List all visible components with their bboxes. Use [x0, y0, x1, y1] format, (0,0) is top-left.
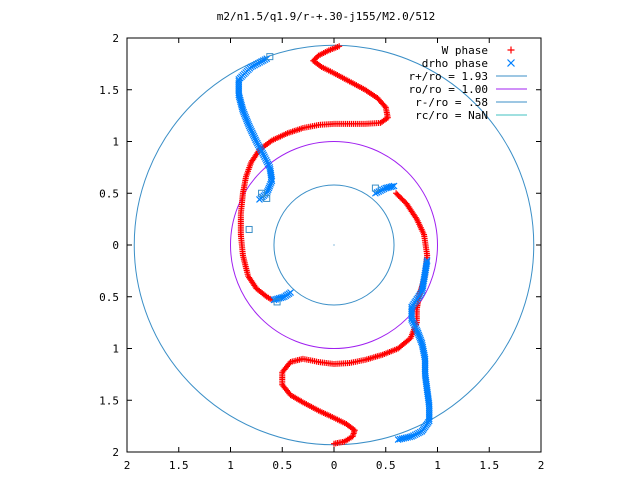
x-tick-label: 1.5: [169, 459, 189, 472]
data-point: [331, 440, 337, 447]
square-marker: [273, 298, 281, 306]
x-tick-label: 0.5: [272, 459, 292, 472]
data-point: [415, 429, 422, 437]
data-point: [262, 156, 270, 164]
x-tick-label: 2: [538, 459, 545, 472]
data-point: [410, 321, 418, 329]
y-tick-label: 1.5: [99, 84, 119, 97]
legend-swatch: [507, 59, 515, 67]
data-point: [261, 153, 268, 161]
x-tick-label: 0: [331, 459, 338, 472]
y-tick-label: 1: [112, 343, 119, 356]
data-point: [245, 120, 252, 128]
square-marker: [245, 225, 253, 233]
data-point: [248, 129, 256, 137]
chart-title: m2/n1.5/q1.9/r-+.30-j155/M2.0/512: [217, 10, 436, 23]
x-tick-label: 1: [227, 459, 234, 472]
data-point: [261, 155, 269, 162]
data-point: [266, 180, 274, 188]
data-point: [394, 436, 402, 444]
data-point: [381, 103, 388, 110]
axis-ticks: 2 1.5 1 0.5 0 0.5 1 1.5 221.510.500.511.52: [99, 32, 544, 472]
y-tick-label: 1: [112, 136, 119, 149]
square-marker: [371, 184, 379, 192]
data-point: [418, 427, 426, 435]
center-point: [333, 244, 335, 246]
legend-label: ro/ro = 1.00: [409, 83, 488, 96]
y-tick-label: 2: [112, 32, 119, 45]
data-point: [287, 289, 294, 297]
data-point: [411, 322, 419, 330]
data-point: [388, 182, 396, 190]
data-point: [264, 160, 272, 168]
data-series: [235, 43, 433, 447]
square-marker: [258, 189, 266, 197]
data-point: [416, 428, 424, 436]
data-point: [396, 435, 404, 443]
square-markers: [245, 53, 379, 306]
data-point: [411, 431, 419, 439]
data-point: [409, 432, 417, 440]
data-point: [247, 126, 255, 133]
y-tick-label: 0.5: [99, 187, 119, 200]
square-marker: [266, 53, 274, 61]
x-tick-label: 1: [434, 459, 441, 472]
data-point: [265, 162, 273, 170]
reference-circle-1: [230, 141, 438, 349]
data-point: [263, 158, 271, 166]
data-point: [413, 430, 421, 438]
series-1: [235, 55, 433, 444]
legend-label: r+/ro = 1.93: [409, 70, 488, 83]
x-tick-label: 0.5: [376, 459, 396, 472]
data-point: [268, 177, 276, 185]
data-point: [246, 124, 254, 132]
y-tick-label: 2: [112, 446, 119, 459]
reference-circle-2: [273, 184, 395, 306]
data-point: [245, 122, 253, 130]
x-tick-label: 2: [124, 459, 131, 472]
data-point: [412, 324, 420, 332]
data-point: [396, 344, 403, 351]
data-point: [317, 62, 324, 69]
data-point: [378, 186, 386, 194]
data-point: [249, 131, 257, 139]
legend-label: r-/ro = .58: [415, 96, 488, 109]
data-point: [267, 179, 275, 187]
legend-swatch: [507, 46, 515, 54]
data-point: [256, 196, 263, 203]
y-tick-label: 1.5: [99, 394, 119, 407]
data-point: [252, 136, 259, 144]
data-point: [266, 182, 274, 190]
data-point: [248, 127, 255, 135]
data-point: [265, 184, 273, 192]
square-marker: [263, 194, 271, 202]
data-point: [390, 182, 398, 190]
data-point: [373, 188, 381, 196]
legend-label: W phase: [442, 44, 488, 57]
data-point: [409, 319, 417, 327]
legend-label: drho phase: [422, 57, 488, 70]
legend-label: rc/ro = NaN: [415, 109, 488, 122]
y-tick-label: 0.5: [99, 291, 119, 304]
y-tick-label: 0: [112, 239, 119, 252]
x-tick-label: 1.5: [479, 459, 499, 472]
data-point: [251, 134, 259, 142]
data-point: [408, 316, 416, 323]
data-point: [264, 186, 272, 194]
data-point: [260, 151, 268, 159]
data-point: [409, 317, 416, 325]
data-point: [250, 132, 258, 140]
